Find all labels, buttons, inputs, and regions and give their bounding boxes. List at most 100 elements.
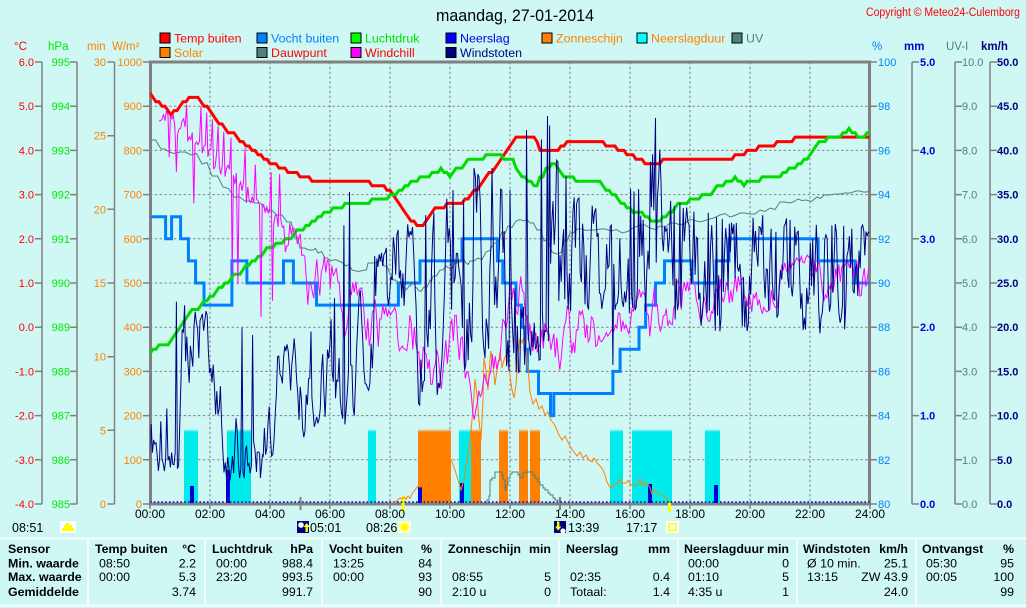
svg-text:989: 989 <box>52 322 70 334</box>
svg-text:12:00: 12:00 <box>495 507 525 521</box>
svg-text:05:01: 05:01 <box>310 521 341 535</box>
svg-text:min: min <box>87 41 106 53</box>
svg-text:1.4: 1.4 <box>653 585 670 599</box>
svg-text:Temp buiten: Temp buiten <box>95 542 168 556</box>
svg-text:5.0: 5.0 <box>997 455 1012 467</box>
svg-text:84: 84 <box>878 411 890 423</box>
svg-text:300: 300 <box>124 366 142 378</box>
svg-text:25: 25 <box>94 131 106 143</box>
svg-text:20: 20 <box>94 204 106 216</box>
svg-text:00:00: 00:00 <box>333 570 364 584</box>
svg-text:1.0: 1.0 <box>19 278 34 290</box>
svg-text:98: 98 <box>878 101 890 113</box>
svg-text:06:00: 06:00 <box>315 507 345 521</box>
svg-text:45.0: 45.0 <box>997 101 1018 113</box>
svg-text:km/h: km/h <box>981 41 1008 53</box>
svg-text:13:39: 13:39 <box>568 521 599 535</box>
svg-text:02:00: 02:00 <box>195 507 225 521</box>
svg-text:985: 985 <box>52 499 70 511</box>
svg-text:00:05: 00:05 <box>926 570 957 584</box>
svg-text:1: 1 <box>782 585 789 599</box>
svg-text:5: 5 <box>100 425 106 437</box>
svg-text:4.0: 4.0 <box>19 145 34 157</box>
svg-text:3.0: 3.0 <box>962 366 977 378</box>
svg-text:4.0: 4.0 <box>920 145 935 157</box>
svg-text:88: 88 <box>878 322 890 334</box>
svg-text:2.2: 2.2 <box>179 557 196 571</box>
svg-text:1.0: 1.0 <box>920 411 935 423</box>
svg-text:995: 995 <box>52 57 70 69</box>
svg-text:UV-I: UV-I <box>946 41 968 53</box>
svg-text:84: 84 <box>418 557 432 571</box>
svg-text:13:15: 13:15 <box>807 570 838 584</box>
svg-text:9.0: 9.0 <box>962 101 977 113</box>
svg-text:00:00: 00:00 <box>99 570 130 584</box>
svg-text:3.0: 3.0 <box>920 234 935 246</box>
svg-text:7.0: 7.0 <box>962 190 977 202</box>
svg-text:0: 0 <box>544 585 551 599</box>
svg-text:25.0: 25.0 <box>997 278 1018 290</box>
svg-text:993: 993 <box>52 145 70 157</box>
svg-text:5.0: 5.0 <box>962 278 977 290</box>
svg-text:Neerslagduur: Neerslagduur <box>651 32 725 46</box>
svg-text:%: % <box>1003 542 1014 556</box>
svg-text:00:00: 00:00 <box>688 557 719 571</box>
svg-text:24:00: 24:00 <box>855 507 885 521</box>
svg-text:0.4: 0.4 <box>653 570 670 584</box>
svg-text:02:35: 02:35 <box>570 570 601 584</box>
svg-text:800: 800 <box>124 145 142 157</box>
svg-text:Neerslagduur: Neerslagduur <box>684 542 764 556</box>
svg-text:Zonneschijn: Zonneschijn <box>556 32 623 46</box>
svg-text:5.0: 5.0 <box>920 57 935 69</box>
svg-text:Temp buiten: Temp buiten <box>174 32 242 46</box>
svg-text:3.0: 3.0 <box>19 190 34 202</box>
svg-text:5: 5 <box>544 570 551 584</box>
svg-text:km/h: km/h <box>879 542 908 556</box>
svg-text:ZW 43.9: ZW 43.9 <box>861 570 908 584</box>
svg-text:4:35 u: 4:35 u <box>688 585 723 599</box>
svg-text:Copyright © Meteo24-Culemborg: Copyright © Meteo24-Culemborg <box>866 5 1020 19</box>
svg-text:994: 994 <box>52 101 70 113</box>
svg-text:Max. waarde: Max. waarde <box>8 570 82 584</box>
svg-text:500: 500 <box>124 278 142 290</box>
svg-text:04:00: 04:00 <box>255 507 285 521</box>
svg-text:50.0: 50.0 <box>997 57 1018 69</box>
svg-text:14:00: 14:00 <box>555 507 585 521</box>
svg-text:10.0: 10.0 <box>962 57 983 69</box>
svg-text:-3.0: -3.0 <box>15 455 34 467</box>
svg-text:-1.0: -1.0 <box>15 366 34 378</box>
svg-text:Gemiddelde: Gemiddelde <box>8 585 79 599</box>
svg-text:20.0: 20.0 <box>997 322 1018 334</box>
svg-text:05:30: 05:30 <box>926 557 957 571</box>
svg-text:15.0: 15.0 <box>997 366 1018 378</box>
svg-text:988: 988 <box>52 366 70 378</box>
svg-text:15: 15 <box>94 278 106 290</box>
svg-text:24.0: 24.0 <box>884 585 908 599</box>
svg-text:90: 90 <box>878 278 890 290</box>
svg-text:23:20: 23:20 <box>216 570 247 584</box>
svg-text:Totaal:: Totaal: <box>570 585 607 599</box>
svg-text:1000: 1000 <box>118 57 142 69</box>
svg-text:0.0: 0.0 <box>997 499 1012 511</box>
svg-text:13:25: 13:25 <box>333 557 364 571</box>
svg-text:Luchtdruk: Luchtdruk <box>365 32 420 46</box>
svg-text:95: 95 <box>1000 557 1014 571</box>
svg-text:96: 96 <box>878 145 890 157</box>
svg-text:986: 986 <box>52 455 70 467</box>
svg-text:25.1: 25.1 <box>884 557 908 571</box>
svg-text:%: % <box>872 41 882 53</box>
svg-text:0: 0 <box>136 499 142 511</box>
svg-text:92: 92 <box>878 234 890 246</box>
svg-text:Min. waarde: Min. waarde <box>8 557 79 571</box>
svg-text:988.4: 988.4 <box>282 557 313 571</box>
svg-text:2.0: 2.0 <box>920 322 935 334</box>
svg-text:16:00: 16:00 <box>615 507 645 521</box>
svg-text:Vocht buiten: Vocht buiten <box>329 542 403 556</box>
svg-text:100: 100 <box>993 570 1014 584</box>
svg-text:-2.0: -2.0 <box>15 411 34 423</box>
svg-text:08:51: 08:51 <box>12 521 43 535</box>
svg-text:20:00: 20:00 <box>735 507 765 521</box>
svg-text:22:00: 22:00 <box>795 507 825 521</box>
svg-text:991: 991 <box>52 234 70 246</box>
svg-text:30.0: 30.0 <box>997 234 1018 246</box>
